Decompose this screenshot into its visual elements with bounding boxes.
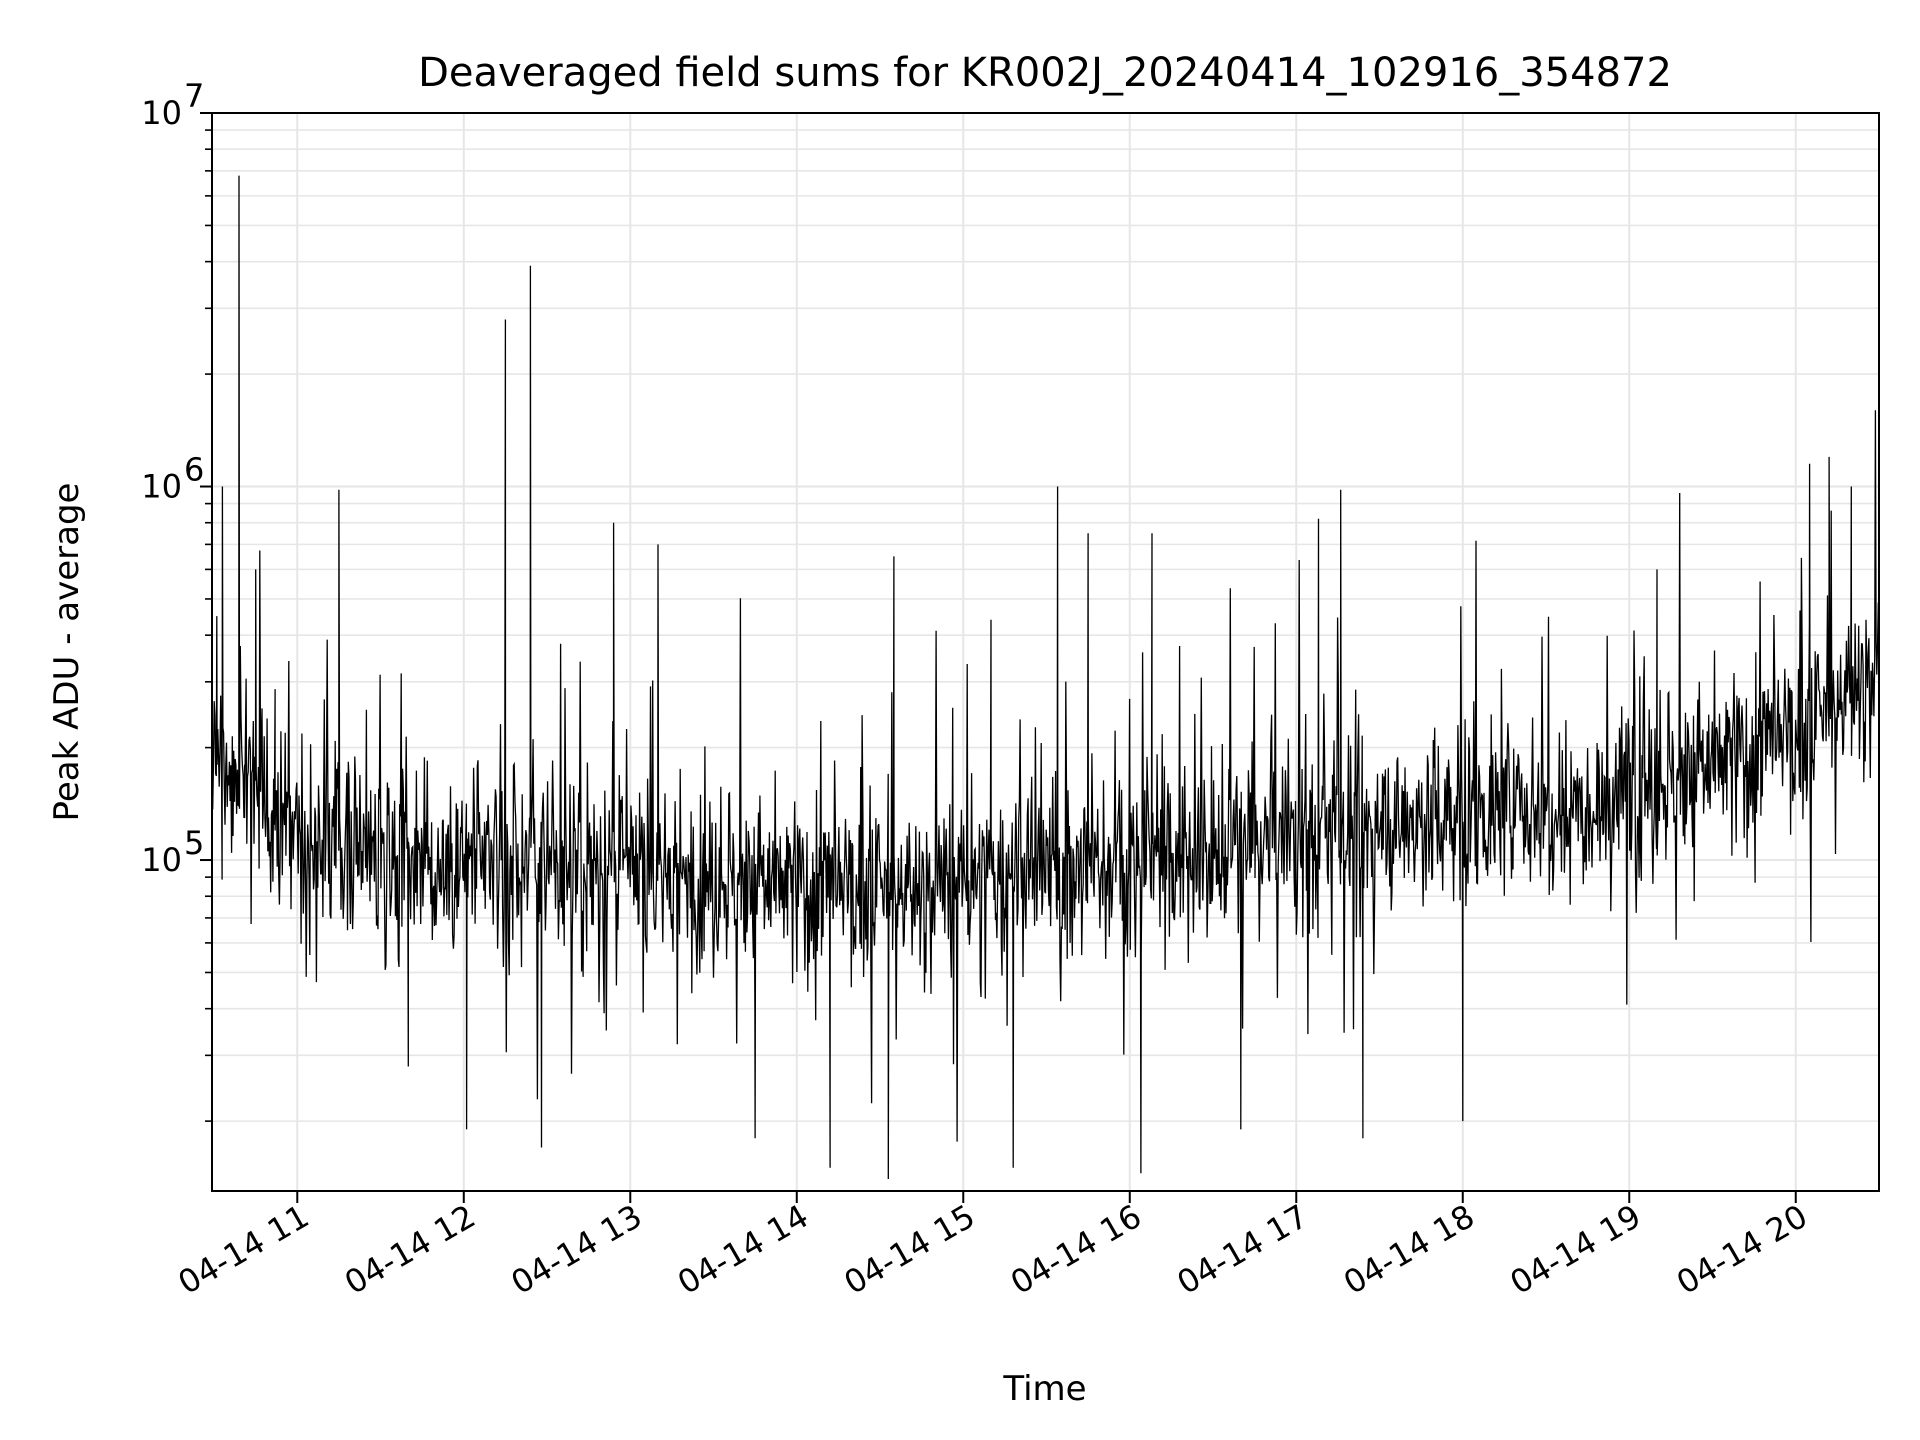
series-line <box>211 175 1880 1180</box>
y-tick-exponent: 6 <box>184 451 204 489</box>
y-tick-label: 10 <box>141 94 182 132</box>
y-tick-label: 10 <box>141 468 182 506</box>
x-axis-label: Time <box>1002 1369 1086 1409</box>
y-tick-exponent: 7 <box>184 77 204 115</box>
y-tick-label: 10 <box>141 841 182 879</box>
series-area <box>211 175 1880 1180</box>
chart-title: Deaveraged field sums for KR002J_2024041… <box>418 50 1672 96</box>
plot-frame <box>211 112 1880 1192</box>
y-axis-label: Peak ADU - average <box>47 483 87 822</box>
y-tick-exponent: 5 <box>184 824 204 862</box>
